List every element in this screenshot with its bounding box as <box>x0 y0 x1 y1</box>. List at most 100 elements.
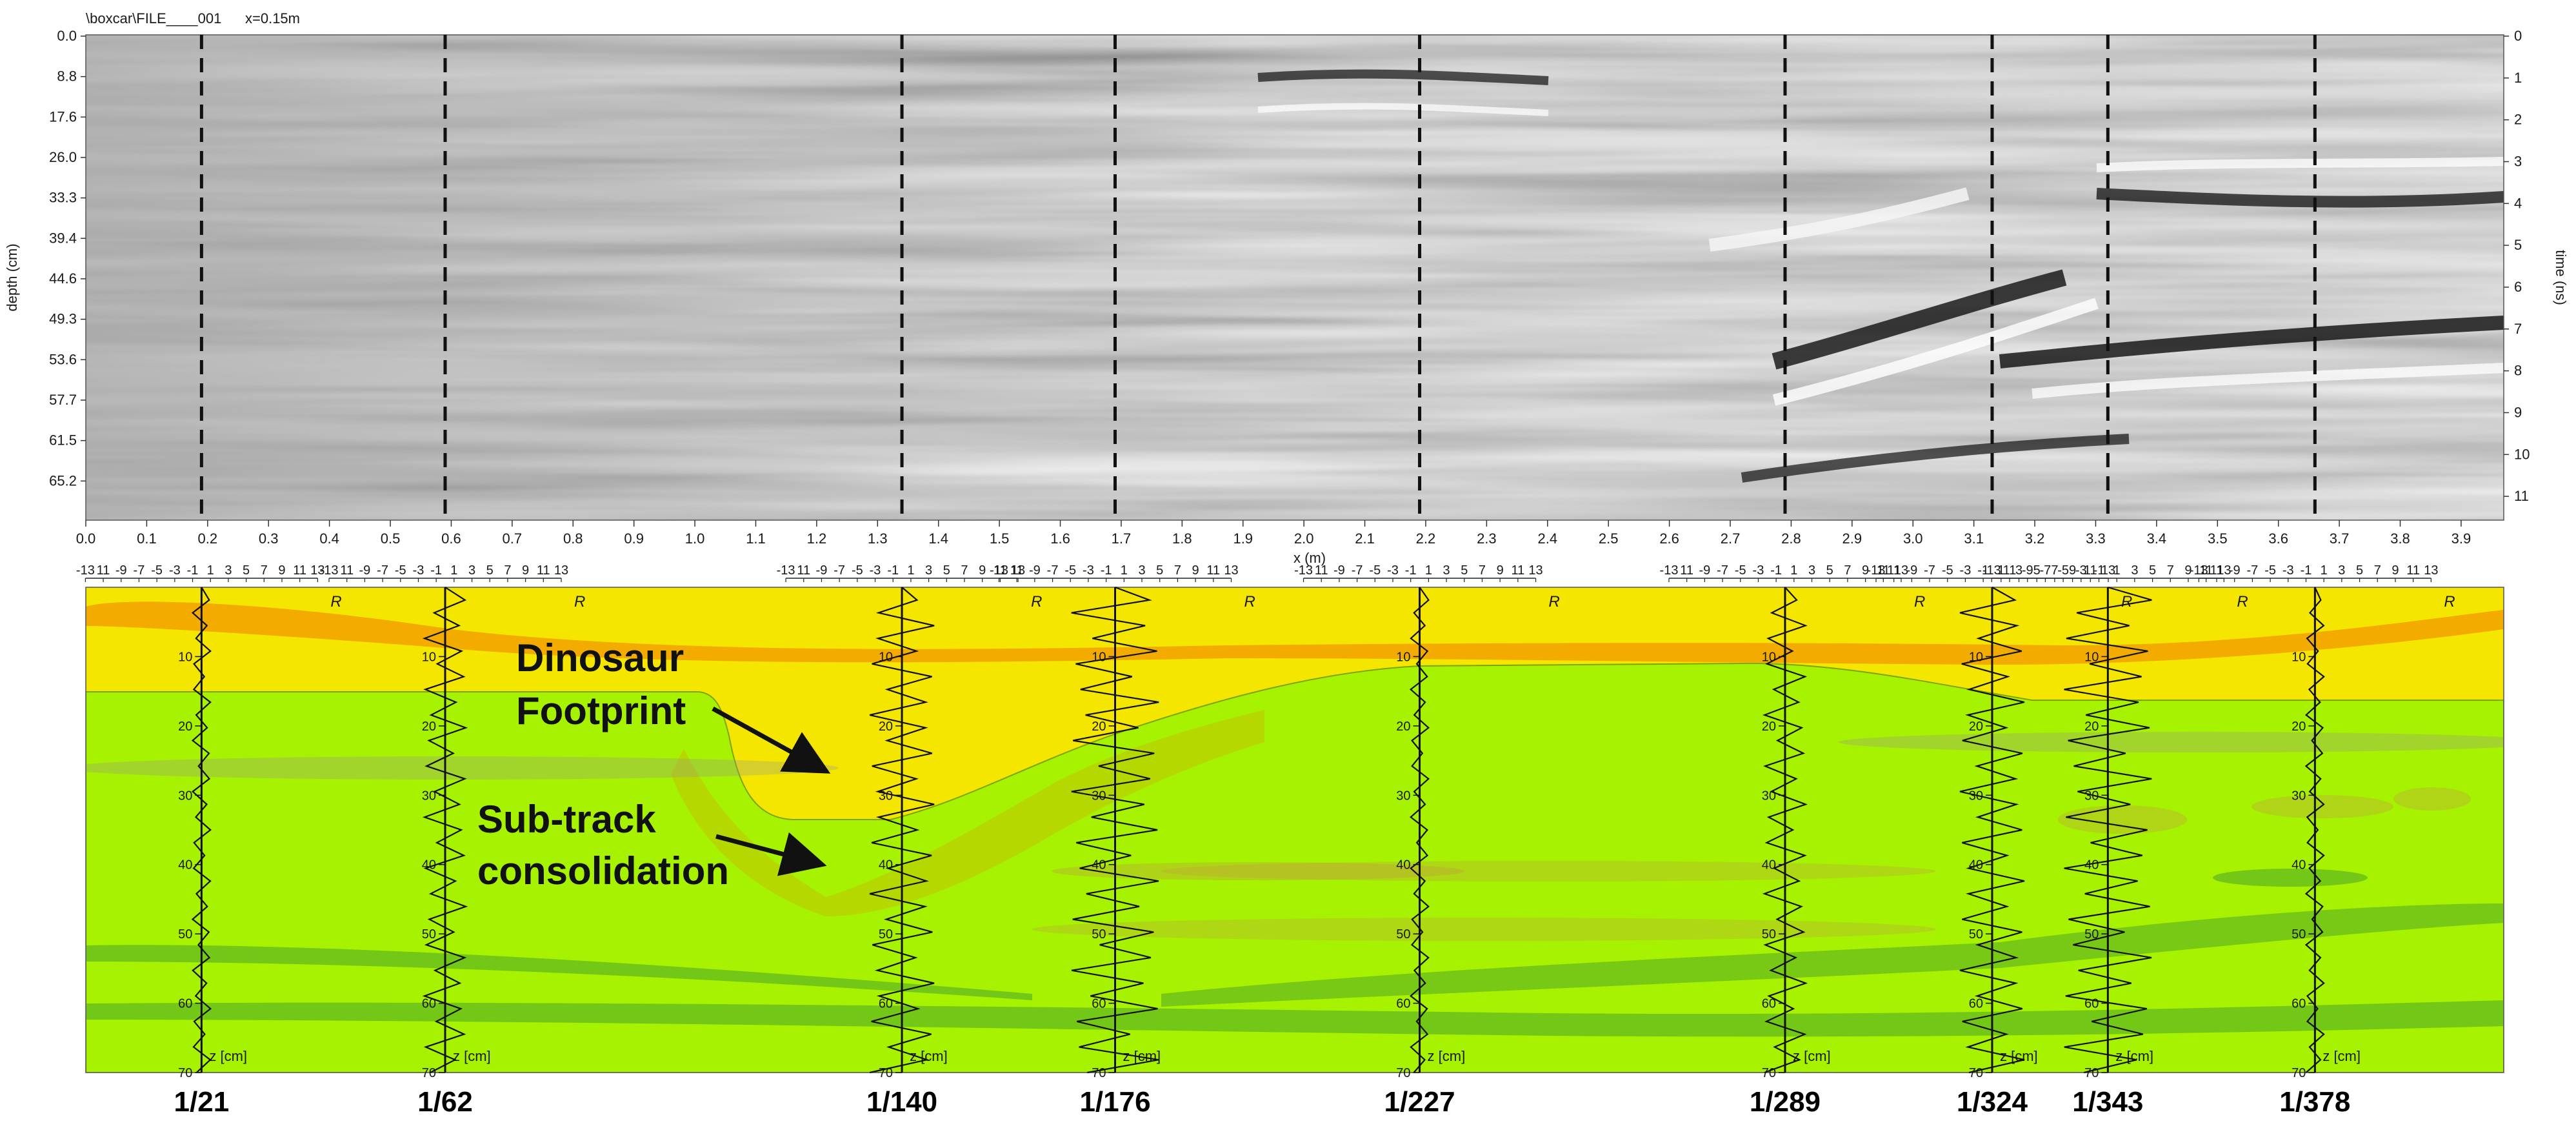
z-tick-label: 40 <box>1762 858 1776 873</box>
x-tick-label: 0.6 <box>441 530 461 547</box>
r-scale-label: -5 <box>1369 563 1381 578</box>
x-tick-label: 3.3 <box>2086 530 2106 547</box>
r-scale-label: 1 <box>1121 563 1128 578</box>
profile-8: -13 11 -9 -7 -5 -3 -1 1 3 5 7 9 11 13R10203040506070z… <box>1982 563 2248 1080</box>
r-scale-label: 7 <box>261 563 268 578</box>
z-tick-label: 50 <box>1396 927 1410 942</box>
r-scale-label: -1 <box>2301 563 2312 578</box>
r-scale-label: -13 <box>1867 563 1886 578</box>
r-scale-label: 11 <box>340 563 354 578</box>
grey-lens <box>86 756 839 780</box>
time-tick-label: 9 <box>2514 404 2522 420</box>
reflection-band <box>1257 103 1549 116</box>
r-scale-label: 11 <box>2199 563 2213 578</box>
z-tick-label: 20 <box>1092 720 1106 734</box>
z-tick-label: 70 <box>2084 1066 2099 1080</box>
r-scale-label: -5 <box>1064 563 1076 578</box>
r-scale-label: 11 <box>993 563 1007 578</box>
z-tick-label: 30 <box>422 789 436 803</box>
r-scale-label: -9 <box>2229 563 2241 578</box>
r-scale-label: 13 <box>554 563 568 578</box>
r-scale-label: -5 <box>151 563 163 578</box>
r-scale-label: -7 <box>1047 563 1059 578</box>
grey-lens <box>1032 918 1935 941</box>
r-scale-label: -7 <box>134 563 145 578</box>
reflection-band <box>1772 298 2099 406</box>
footprint-label-line1: Dinosaur <box>516 636 684 680</box>
x-tick-label: 3.7 <box>2330 530 2350 547</box>
profile-4: -13 11 -9 -7 -5 -3 -1 1 3 5 7 9 11 13R10203040506070z… <box>990 563 1255 1080</box>
profile-9: -13 11 -9 -7 -5 -3 -1 1 3 5 7 9 11 13R10203040506070z… <box>2190 563 2455 1080</box>
time-tick-label: 6 <box>2514 279 2522 295</box>
r-scale-label: 7 <box>2051 563 2058 578</box>
z-tick-label: 10 <box>1396 650 1410 664</box>
r-scale-label: 9 <box>1862 563 1869 578</box>
depth-axis: 0.0 8.8 17.6 26.0 33.3 39.4 44.6 49.3 53.6 57.7 61… <box>49 28 86 489</box>
r-scale-label: 9 <box>1192 563 1199 578</box>
r-scale-label: 3 <box>1443 563 1450 578</box>
r-scale-label: -13 <box>1294 563 1313 578</box>
r-scale-label: 11 <box>2210 563 2224 578</box>
r-scale-label: -9 <box>1699 563 1710 578</box>
r-scale-label: 3 <box>1808 563 1815 578</box>
time-tick-label: 0 <box>2514 28 2522 44</box>
r-label: R <box>1031 593 1042 610</box>
r-scale-label: 5 <box>243 563 250 578</box>
reflection-band <box>2032 363 2504 399</box>
section-labels: 1/21 1/62 1/140 1/176 1/227 1/289 1/324 1/343 1/… <box>174 1086 2351 1118</box>
resistivity-profiles: -13 11 -9 -7 -5 -3 -1 1 3 5 7 9 11 13R10203040506070z… <box>76 563 2455 1080</box>
x-tick-label: 1.8 <box>1172 530 1192 547</box>
r-scale-label: 9 <box>278 563 285 578</box>
r-scale-label: 9 <box>2069 563 2076 578</box>
resistivity-trace <box>1409 587 1430 1073</box>
r-scale-label: 9 <box>979 563 986 578</box>
z-tick-label: 50 <box>178 927 192 942</box>
resistivity-trace <box>1959 587 2025 1074</box>
x-tick-label: 3.0 <box>1903 530 1923 547</box>
x-tick-label: 1.3 <box>868 530 888 547</box>
r-scale-label: 13 <box>2217 563 2231 578</box>
z-tick-label: 60 <box>422 997 436 1011</box>
r-scale-label: -7 <box>2040 563 2052 578</box>
z-tick-label: 10 <box>879 650 893 664</box>
reflection-band <box>1257 69 1549 85</box>
trace-spacing-label: x=0.15m <box>245 10 300 26</box>
r-scale-label: 13 <box>1011 563 1025 578</box>
section-label: 1/227 <box>1384 1086 1455 1118</box>
stratigraphy-layers <box>86 587 2504 1073</box>
z-tick-label: 50 <box>1969 927 1983 942</box>
subtrack-arrow <box>715 832 827 876</box>
z-tick-label: 20 <box>1762 720 1776 734</box>
footprint-label-line2: Footprint <box>516 689 686 732</box>
x-tick-label: 1.4 <box>928 530 948 547</box>
r-scale-label: -3 <box>2282 563 2294 578</box>
depth-tick-label: 61.5 <box>49 432 77 449</box>
r-scale-label: 3 <box>2015 563 2022 578</box>
r-scale-label: -5 <box>852 563 863 578</box>
r-scale-label: 11 <box>537 563 550 578</box>
x-tick-label: 2.9 <box>1842 530 1862 547</box>
r-scale-label: 11 <box>97 563 110 578</box>
right-axis-label: time (ns) <box>2553 250 2569 305</box>
footprint-arrow <box>712 706 831 774</box>
z-tick-label: 40 <box>879 858 893 873</box>
z-axis-label: z [cm] <box>1428 1048 1466 1064</box>
r-label: R <box>1914 593 1925 610</box>
z-tick-label: 30 <box>1396 789 1410 803</box>
r-scale-label: 11 <box>2406 563 2420 578</box>
z-tick-label: 70 <box>2291 1066 2306 1080</box>
r-scale-label: 11 <box>1680 563 1693 578</box>
depth-tick-label: 57.7 <box>49 392 77 408</box>
r-scale-label: 7 <box>2374 563 2381 578</box>
z-tick-label: 30 <box>178 789 192 803</box>
x-tick-label: 2.0 <box>1294 530 1314 547</box>
subtrack-label-line1: Sub-track <box>477 798 656 841</box>
r-scale-label: 3 <box>2338 563 2345 578</box>
z-axis-label: z [cm] <box>209 1048 247 1064</box>
z-axis-label: z [cm] <box>1123 1048 1161 1064</box>
z-tick-label: 40 <box>1396 858 1410 873</box>
r-scale-label: -7 <box>1352 563 1363 578</box>
r-scale-label: -3 <box>1753 563 1764 578</box>
x-tick-label: 1.9 <box>1233 530 1253 547</box>
